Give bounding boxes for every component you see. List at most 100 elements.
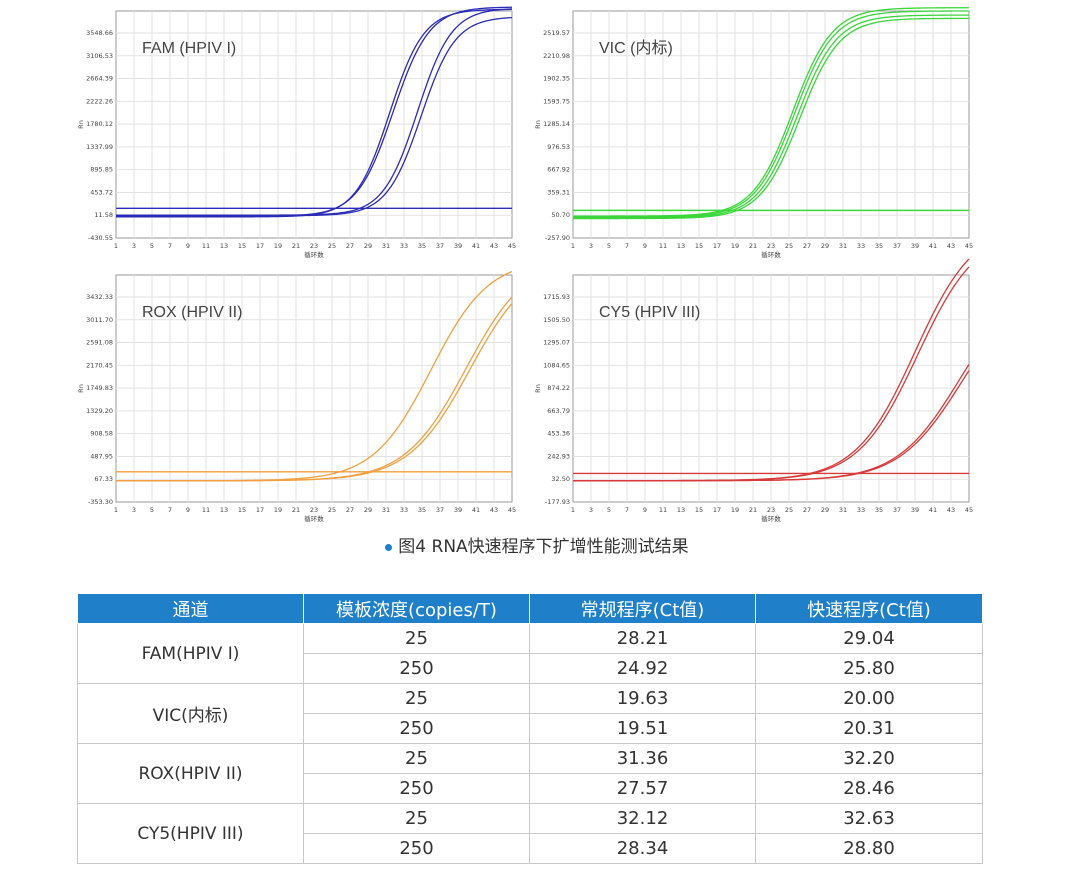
- x-tick-label: 11: [659, 242, 667, 250]
- table-cell: 28.46: [755, 773, 983, 804]
- y-tick-label: -257.90: [545, 234, 570, 242]
- x-tick-label: 43: [947, 242, 955, 250]
- x-tick-label: 25: [328, 242, 336, 250]
- y-tick-label: 1084.65: [543, 361, 570, 369]
- y-tick-label: 1780.12: [86, 120, 113, 128]
- x-tick-label: 19: [274, 506, 282, 514]
- chart-fam-svg: 1 3 5 7 9 11 13 15 17 19 21 23 25 27 29 31 33 35 37 39 41 43 4…: [77, 6, 516, 259]
- table-cell: 25: [303, 623, 530, 654]
- x-tick-label: 29: [364, 506, 372, 514]
- x-tick-label: 9: [643, 506, 647, 514]
- x-tick-label: 23: [310, 506, 318, 514]
- x-tick-label: 3: [132, 506, 136, 514]
- table-cell: 25: [303, 743, 530, 774]
- x-axis-label: 循环数: [761, 250, 781, 259]
- y-tick-label: -177.93: [545, 498, 570, 506]
- chart-vic-svg: 1 3 5 7 9 11 13 15 17 19 21 23 25 27 29 31 33 35 37 39 41 43 4…: [534, 7, 973, 259]
- x-tick-label: 37: [436, 506, 444, 514]
- x-tick-label: 15: [238, 506, 246, 514]
- x-tick-label: 25: [785, 506, 793, 514]
- x-tick-label: 29: [821, 506, 829, 514]
- x-tick-label: 25: [328, 506, 336, 514]
- x-tick-label: 35: [875, 506, 883, 514]
- x-tick-label: 3: [132, 242, 136, 250]
- y-tick-label: 359.31: [547, 188, 570, 196]
- x-tick-label: 13: [677, 242, 685, 250]
- table-row: CY5(HPIV III) 25 32.12 32.63: [77, 803, 983, 864]
- x-tick-label: 19: [731, 506, 739, 514]
- x-tick-label: 17: [256, 506, 264, 514]
- table-cell: 250: [303, 773, 530, 804]
- x-tick-label: 41: [472, 506, 480, 514]
- table-cell: 28.80: [755, 833, 983, 864]
- y-axis-label: Rn: [534, 120, 542, 129]
- x-tick-label: 1: [571, 506, 575, 514]
- x-tick-label: 41: [929, 242, 937, 250]
- chart-cy5: 1 3 5 7 9 11 13 15 17 19 21 23 25 27 29 31 33 35 37 39 41 43 4…: [534, 258, 980, 523]
- x-tick-label: 33: [857, 242, 865, 250]
- y-axis-label: Rn: [77, 120, 85, 129]
- y-axis-label: Rn: [534, 384, 542, 393]
- x-tick-label: 15: [238, 242, 246, 250]
- x-tick-label: 31: [382, 506, 390, 514]
- amplification-curve: [573, 14, 969, 219]
- x-tick-label: 17: [713, 506, 721, 514]
- table-cell: 25: [303, 683, 530, 714]
- x-tick-label: 37: [893, 506, 901, 514]
- y-tick-label: -353.30: [88, 498, 113, 506]
- x-tick-label: 5: [150, 242, 154, 250]
- table-cell: 32.12: [529, 803, 756, 834]
- x-tick-label: 1: [114, 506, 118, 514]
- x-tick-label: 25: [785, 242, 793, 250]
- x-tick-label: 31: [839, 506, 847, 514]
- x-tick-label: 17: [713, 242, 721, 250]
- y-tick-label: 2170.45: [86, 361, 113, 369]
- y-tick-label: 2664.39: [86, 75, 113, 83]
- y-tick-label: 667.92: [547, 166, 570, 174]
- x-tick-label: 21: [749, 242, 757, 250]
- table-cell: 25.80: [755, 653, 983, 684]
- x-tick-label: 3: [589, 506, 593, 514]
- x-tick-label: 43: [947, 506, 955, 514]
- x-tick-label: 13: [220, 242, 228, 250]
- table-cell: 32.63: [755, 803, 983, 834]
- y-tick-label: 487.95: [90, 452, 113, 460]
- x-tick-label: 33: [400, 506, 408, 514]
- x-tick-label: 11: [659, 506, 667, 514]
- chart-title: VIC (内标): [599, 39, 673, 57]
- table-row: 250 28.34 28.80: [78, 833, 983, 864]
- table-cell: 28.34: [529, 833, 756, 864]
- y-tick-label: 453.36: [547, 430, 570, 438]
- x-tick-label: 27: [346, 506, 354, 514]
- table-row: 250 19.51 20.31: [78, 713, 983, 744]
- table-cell: 20.00: [755, 683, 983, 714]
- x-tick-label: 39: [911, 242, 919, 250]
- x-tick-label: 9: [186, 506, 190, 514]
- x-tick-label: 33: [857, 506, 865, 514]
- table-row: FAM(HPIV I) 25 28.21 29.04: [77, 623, 983, 684]
- x-tick-label: 43: [490, 242, 498, 250]
- x-tick-label: 1: [114, 242, 118, 250]
- x-tick-label: 7: [625, 242, 629, 250]
- y-tick-label: 1505.50: [543, 316, 570, 324]
- x-tick-label: 27: [803, 242, 811, 250]
- x-tick-label: 39: [454, 506, 462, 514]
- x-tick-label: 23: [767, 506, 775, 514]
- table-cell: 25: [303, 803, 530, 834]
- x-axis-label: 循环数: [304, 514, 324, 523]
- x-tick-label: 45: [965, 506, 973, 514]
- x-tick-label: 11: [202, 506, 210, 514]
- table-cell: 27.57: [529, 773, 756, 804]
- x-tick-label: 35: [418, 242, 426, 250]
- table-cell: 19.63: [529, 683, 756, 714]
- x-tick-label: 33: [400, 242, 408, 250]
- x-tick-label: 41: [472, 242, 480, 250]
- y-tick-label: 1749.83: [86, 384, 113, 392]
- y-tick-label: 1337.99: [86, 143, 113, 151]
- y-tick-label: 1593.75: [543, 97, 570, 105]
- amplification-curve: [116, 303, 513, 482]
- x-tick-label: 21: [749, 506, 757, 514]
- x-tick-label: 27: [803, 506, 811, 514]
- table-cell: 250: [303, 653, 530, 684]
- table-cell: 24.92: [529, 653, 756, 684]
